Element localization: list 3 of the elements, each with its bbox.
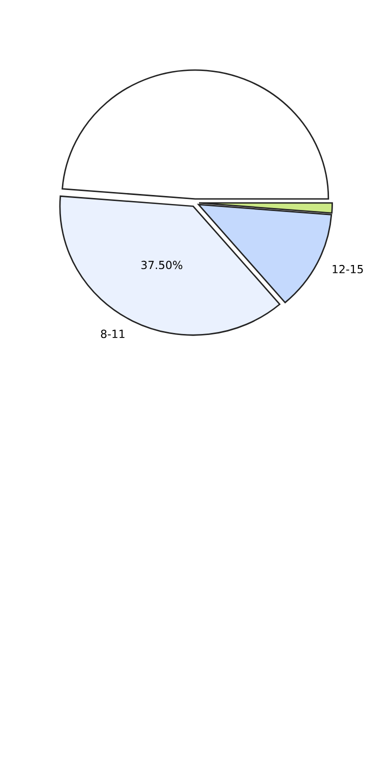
slice-label: 12-15 xyxy=(332,264,363,274)
data-label: 37.50% xyxy=(141,260,182,270)
slice-label: 8-11 xyxy=(100,330,124,338)
